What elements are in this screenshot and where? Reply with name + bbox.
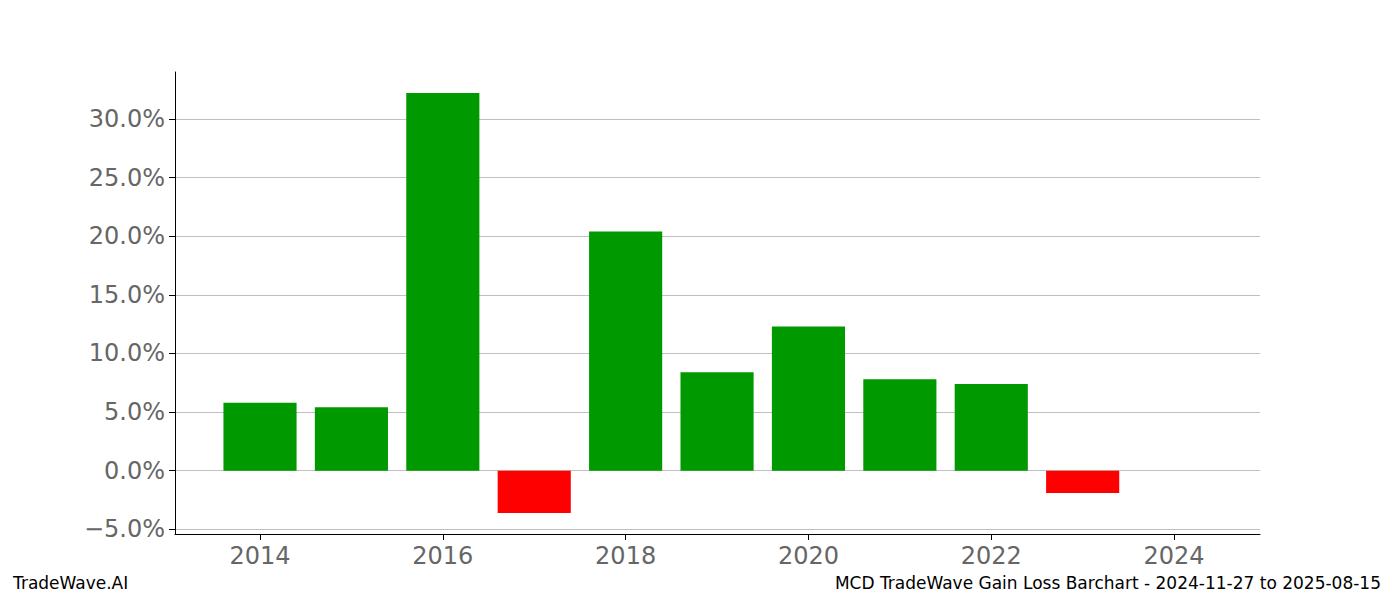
- svg-text:2024: 2024: [1144, 542, 1205, 570]
- svg-text:2022: 2022: [961, 542, 1022, 570]
- svg-text:TradeWave.AI: TradeWave.AI: [12, 573, 128, 593]
- svg-text:2014: 2014: [229, 542, 290, 570]
- svg-text:2018: 2018: [595, 542, 656, 570]
- svg-text:30.0%: 30.0%: [89, 105, 165, 133]
- svg-text:10.0%: 10.0%: [89, 339, 165, 367]
- svg-text:MCD TradeWave Gain Loss Barcha: MCD TradeWave Gain Loss Barchart - 2024-…: [835, 573, 1381, 593]
- svg-text:−5.0%: −5.0%: [84, 515, 165, 543]
- svg-text:0.0%: 0.0%: [104, 457, 165, 485]
- svg-text:25.0%: 25.0%: [89, 164, 165, 192]
- svg-text:5.0%: 5.0%: [104, 398, 165, 426]
- svg-text:2016: 2016: [412, 542, 473, 570]
- svg-text:2020: 2020: [778, 542, 839, 570]
- svg-text:20.0%: 20.0%: [89, 222, 165, 250]
- svg-text:15.0%: 15.0%: [89, 281, 165, 309]
